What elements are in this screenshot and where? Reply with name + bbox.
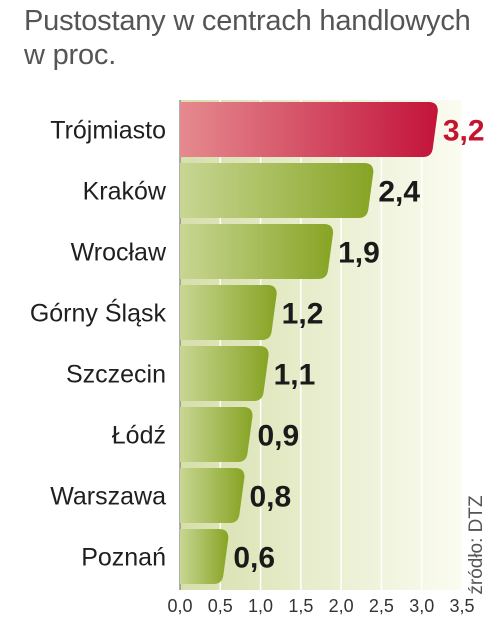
value-label: 3,2	[443, 115, 485, 148]
bar	[180, 285, 277, 340]
x-tick-label: 3,5	[449, 596, 474, 616]
value-label: 1,2	[282, 298, 324, 331]
x-tick-label: 3,0	[409, 596, 434, 616]
source-label: źródło: DTZ	[466, 495, 487, 595]
value-labels: 3,2 2,4 1,9 1,2 1,1 0,9 0,8 0,6	[233, 115, 484, 575]
x-axis-ticks: 0,0 0,5 1,0 1,5 2,0 2,5 3,0 3,5	[167, 596, 474, 616]
x-tick-label: 0,0	[167, 596, 192, 616]
bar	[180, 224, 334, 279]
category-label: Trójmiasto	[50, 117, 166, 145]
x-tick-label: 1,5	[288, 596, 313, 616]
chart-title-line-2: w proc.	[24, 39, 117, 71]
chart-title-line-1: Pustostany w centrach handlowych	[24, 5, 471, 37]
bars	[180, 102, 438, 584]
x-tick-label: 0,5	[208, 596, 233, 616]
value-label: 0,9	[258, 420, 300, 453]
bar	[180, 102, 438, 157]
category-labels: Trójmiasto Kraków Wrocław Górny Śląsk Szczec…	[30, 117, 167, 572]
category-label: Łódź	[112, 422, 166, 450]
chart-title: Pustostany w centrach handlowych w proc.	[24, 4, 494, 72]
category-label: Wrocław	[71, 239, 167, 267]
value-label: 2,4	[378, 176, 420, 209]
value-label: 1,1	[274, 359, 316, 392]
bar	[180, 163, 374, 218]
category-label: Kraków	[83, 178, 167, 206]
x-tick-label: 1,0	[248, 596, 273, 616]
bar	[180, 468, 245, 523]
bar	[180, 346, 269, 401]
category-label: Szczecin	[66, 361, 166, 389]
category-label: Warszawa	[50, 483, 166, 511]
value-label: 0,6	[233, 542, 275, 575]
x-tick-label: 2,5	[369, 596, 394, 616]
x-tick-label: 2,0	[329, 596, 354, 616]
category-label: Poznań	[81, 544, 166, 572]
bar	[180, 529, 229, 584]
value-label: 1,9	[338, 237, 380, 270]
category-label: Górny Śląsk	[30, 298, 167, 328]
bar	[180, 407, 253, 462]
value-label: 0,8	[249, 481, 291, 514]
